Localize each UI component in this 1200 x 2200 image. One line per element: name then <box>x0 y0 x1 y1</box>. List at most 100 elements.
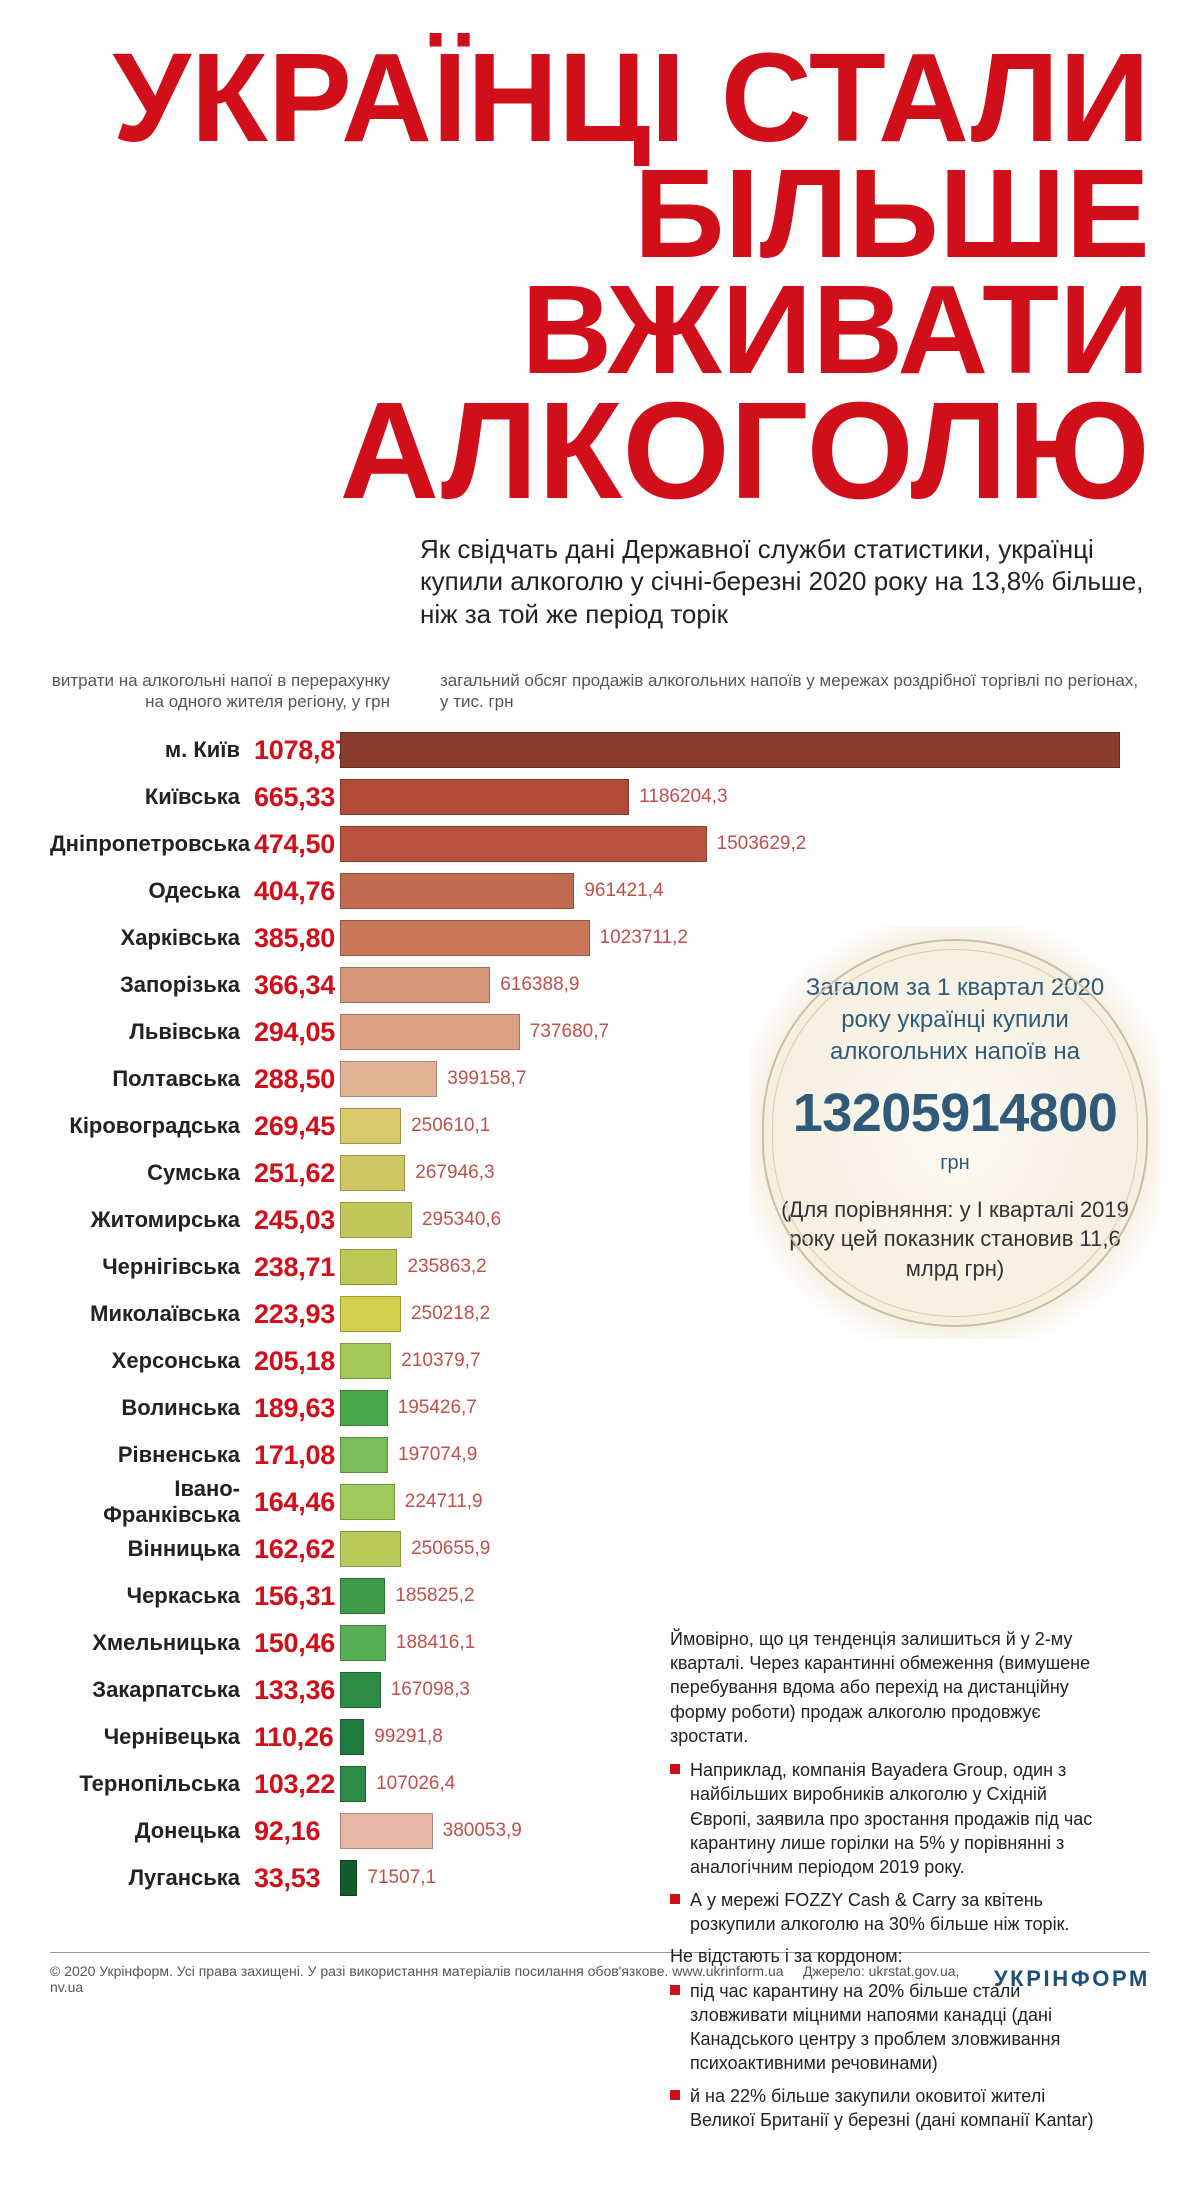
per-capita-value: 251,62 <box>250 1158 340 1189</box>
per-capita-value: 474,50 <box>250 829 340 860</box>
bar-value-label: 250610,1 <box>411 1115 490 1137</box>
per-capita-value: 156,31 <box>250 1581 340 1612</box>
headline: УКРАЇНЦІ СТАЛИ БІЛЬШЕ ВЖИВАТИ АЛКОГОЛЮ <box>50 40 1150 515</box>
region-name: Кіровоградська <box>50 1113 250 1139</box>
headline-line-3: АЛКОГОЛЮ <box>50 388 1150 515</box>
bar-value-label: 737680,7 <box>530 1021 609 1043</box>
bar-value-label: 1503629,2 <box>717 833 807 855</box>
per-capita-value: 171,08 <box>250 1440 340 1471</box>
chart-row: Івано-Франківська164,46224711,9 <box>50 1479 1150 1526</box>
total-callout: Загалом за 1 квартал 2020 року українці … <box>750 927 1160 1339</box>
region-name: Вінницька <box>50 1536 250 1562</box>
region-name: Харківська <box>50 925 250 951</box>
per-capita-value: 150,46 <box>250 1628 340 1659</box>
bar-value-label: 195426,7 <box>398 1397 477 1419</box>
per-capita-value: 133,36 <box>250 1675 340 1706</box>
region-name: Волинська <box>50 1395 250 1421</box>
bar-value-label: 616388,9 <box>500 974 579 996</box>
region-name: м. Київ <box>50 737 250 763</box>
bar <box>340 920 590 956</box>
region-name: Житомирська <box>50 1207 250 1233</box>
per-capita-value: 245,03 <box>250 1205 340 1236</box>
region-name: Чернігівська <box>50 1254 250 1280</box>
per-capita-value: 385,80 <box>250 923 340 954</box>
bar-wrap: 250655,9 <box>340 1526 1150 1573</box>
region-name: Запорізька <box>50 972 250 998</box>
bar <box>340 1719 364 1755</box>
bar-value-label: 185825,2 <box>395 1585 474 1607</box>
per-capita-value: 205,18 <box>250 1346 340 1377</box>
bar-chart: м. Київ1078,87Київська665,331186204,3Дні… <box>50 727 1150 1902</box>
per-capita-value: 33,53 <box>250 1863 340 1894</box>
chart-row: Черкаська156,31 185825,2 <box>50 1573 1150 1620</box>
bar <box>340 1390 388 1426</box>
region-name: Київська <box>50 784 250 810</box>
bar <box>340 1672 381 1708</box>
region-name: Дніпропетровська <box>50 831 250 857</box>
per-capita-value: 92,16 <box>250 1816 340 1847</box>
chart-row: Волинська189,63195426,7 <box>50 1385 1150 1432</box>
per-capita-value: 288,50 <box>250 1064 340 1095</box>
bar <box>340 1343 391 1379</box>
per-capita-value: 223,93 <box>250 1299 340 1330</box>
region-name: Івано-Франківська <box>50 1476 250 1528</box>
bar-value-label: 167098,3 <box>391 1679 470 1701</box>
commentary-bullet: й на 22% більше закупили оковитої жителі… <box>670 2084 1110 2133</box>
bar-value-label: 295340,6 <box>422 1209 501 1231</box>
bar-value-label: 1186204,3 <box>639 786 727 808</box>
region-name: Одеська <box>50 878 250 904</box>
bar-value-label: 1023711,2 <box>600 927 688 949</box>
commentary-para-2: Не відстають і за кордоном: <box>670 1944 1110 1968</box>
region-name: Черкаська <box>50 1583 250 1609</box>
bar <box>340 1625 386 1661</box>
bar <box>340 1014 520 1050</box>
commentary-bullets-b: під час карантину на 20% більше стали зл… <box>670 1979 1110 2133</box>
per-capita-value: 665,33 <box>250 782 340 813</box>
bar <box>340 1108 401 1144</box>
region-name: Полтавська <box>50 1066 250 1092</box>
chart-row: Херсонська205,18210379,7 <box>50 1338 1150 1385</box>
commentary-para-1: Ймовірно, що ця тенденція залишиться й у… <box>670 1627 1110 1748</box>
bar <box>340 1249 397 1285</box>
commentary-block: Ймовірно, що ця тенденція залишиться й у… <box>670 1627 1110 2141</box>
chart-row: Вінницька162,62250655,9 <box>50 1526 1150 1573</box>
bar-value-label: 188416,1 <box>396 1632 475 1654</box>
bar-value-label: 380053,9 <box>443 1820 522 1842</box>
callout-big-number: 13205914800 <box>780 1077 1130 1150</box>
bar-value-label: 107026,4 <box>376 1773 455 1795</box>
commentary-bullet: під час карантину на 20% більше стали зл… <box>670 1979 1110 2076</box>
column-labels: витрати на алкогольні напої в перерахунк… <box>50 670 1150 713</box>
bar-value-label: 99291,8 <box>374 1726 443 1748</box>
bar-wrap: 961421,4 <box>340 868 1150 915</box>
region-name: Тернопільська <box>50 1771 250 1797</box>
bar-wrap: 195426,7 <box>340 1385 1150 1432</box>
bar <box>340 1437 388 1473</box>
bar-value-label: 250218,2 <box>411 1303 490 1325</box>
bar <box>340 873 574 909</box>
commentary-bullet: Наприклад, компанія Bayadera Group, один… <box>670 1758 1110 1879</box>
callout-comparison: (Для порівняння: у I кварталі 2019 року … <box>780 1195 1130 1284</box>
bar <box>340 1484 395 1520</box>
region-name: Рівненська <box>50 1442 250 1468</box>
bar-wrap: 185825,2 <box>340 1573 1150 1620</box>
bar <box>340 779 629 815</box>
bar <box>340 732 1120 768</box>
bar-wrap: 197074,9 <box>340 1432 1150 1479</box>
region-name: Чернівецька <box>50 1724 250 1750</box>
region-name: Львівська <box>50 1019 250 1045</box>
infographic-page: УКРАЇНЦІ СТАЛИ БІЛЬШЕ ВЖИВАТИ АЛКОГОЛЮ Я… <box>0 0 1200 2025</box>
bar <box>340 1531 401 1567</box>
bar-value-label: 250655,9 <box>411 1538 490 1560</box>
per-capita-value: 103,22 <box>250 1769 340 1800</box>
bar-wrap: 1503629,2 <box>340 821 1150 868</box>
region-name: Сумська <box>50 1160 250 1186</box>
bar-value-label: 224711,9 <box>405 1491 483 1513</box>
chart-row: Київська665,33 1186204,3 <box>50 774 1150 821</box>
chart-row: Дніпропетровська474,50 1503629,2 <box>50 821 1150 868</box>
bar-wrap: 224711,9 <box>340 1479 1150 1526</box>
commentary-bullet: А у мережі FOZZY Cash & Carry за квітень… <box>670 1888 1110 1937</box>
bar <box>340 1578 385 1614</box>
headline-line-1: УКРАЇНЦІ СТАЛИ <box>50 40 1150 156</box>
bar <box>340 1766 366 1802</box>
bar-value-label: 71507,1 <box>367 1867 436 1889</box>
